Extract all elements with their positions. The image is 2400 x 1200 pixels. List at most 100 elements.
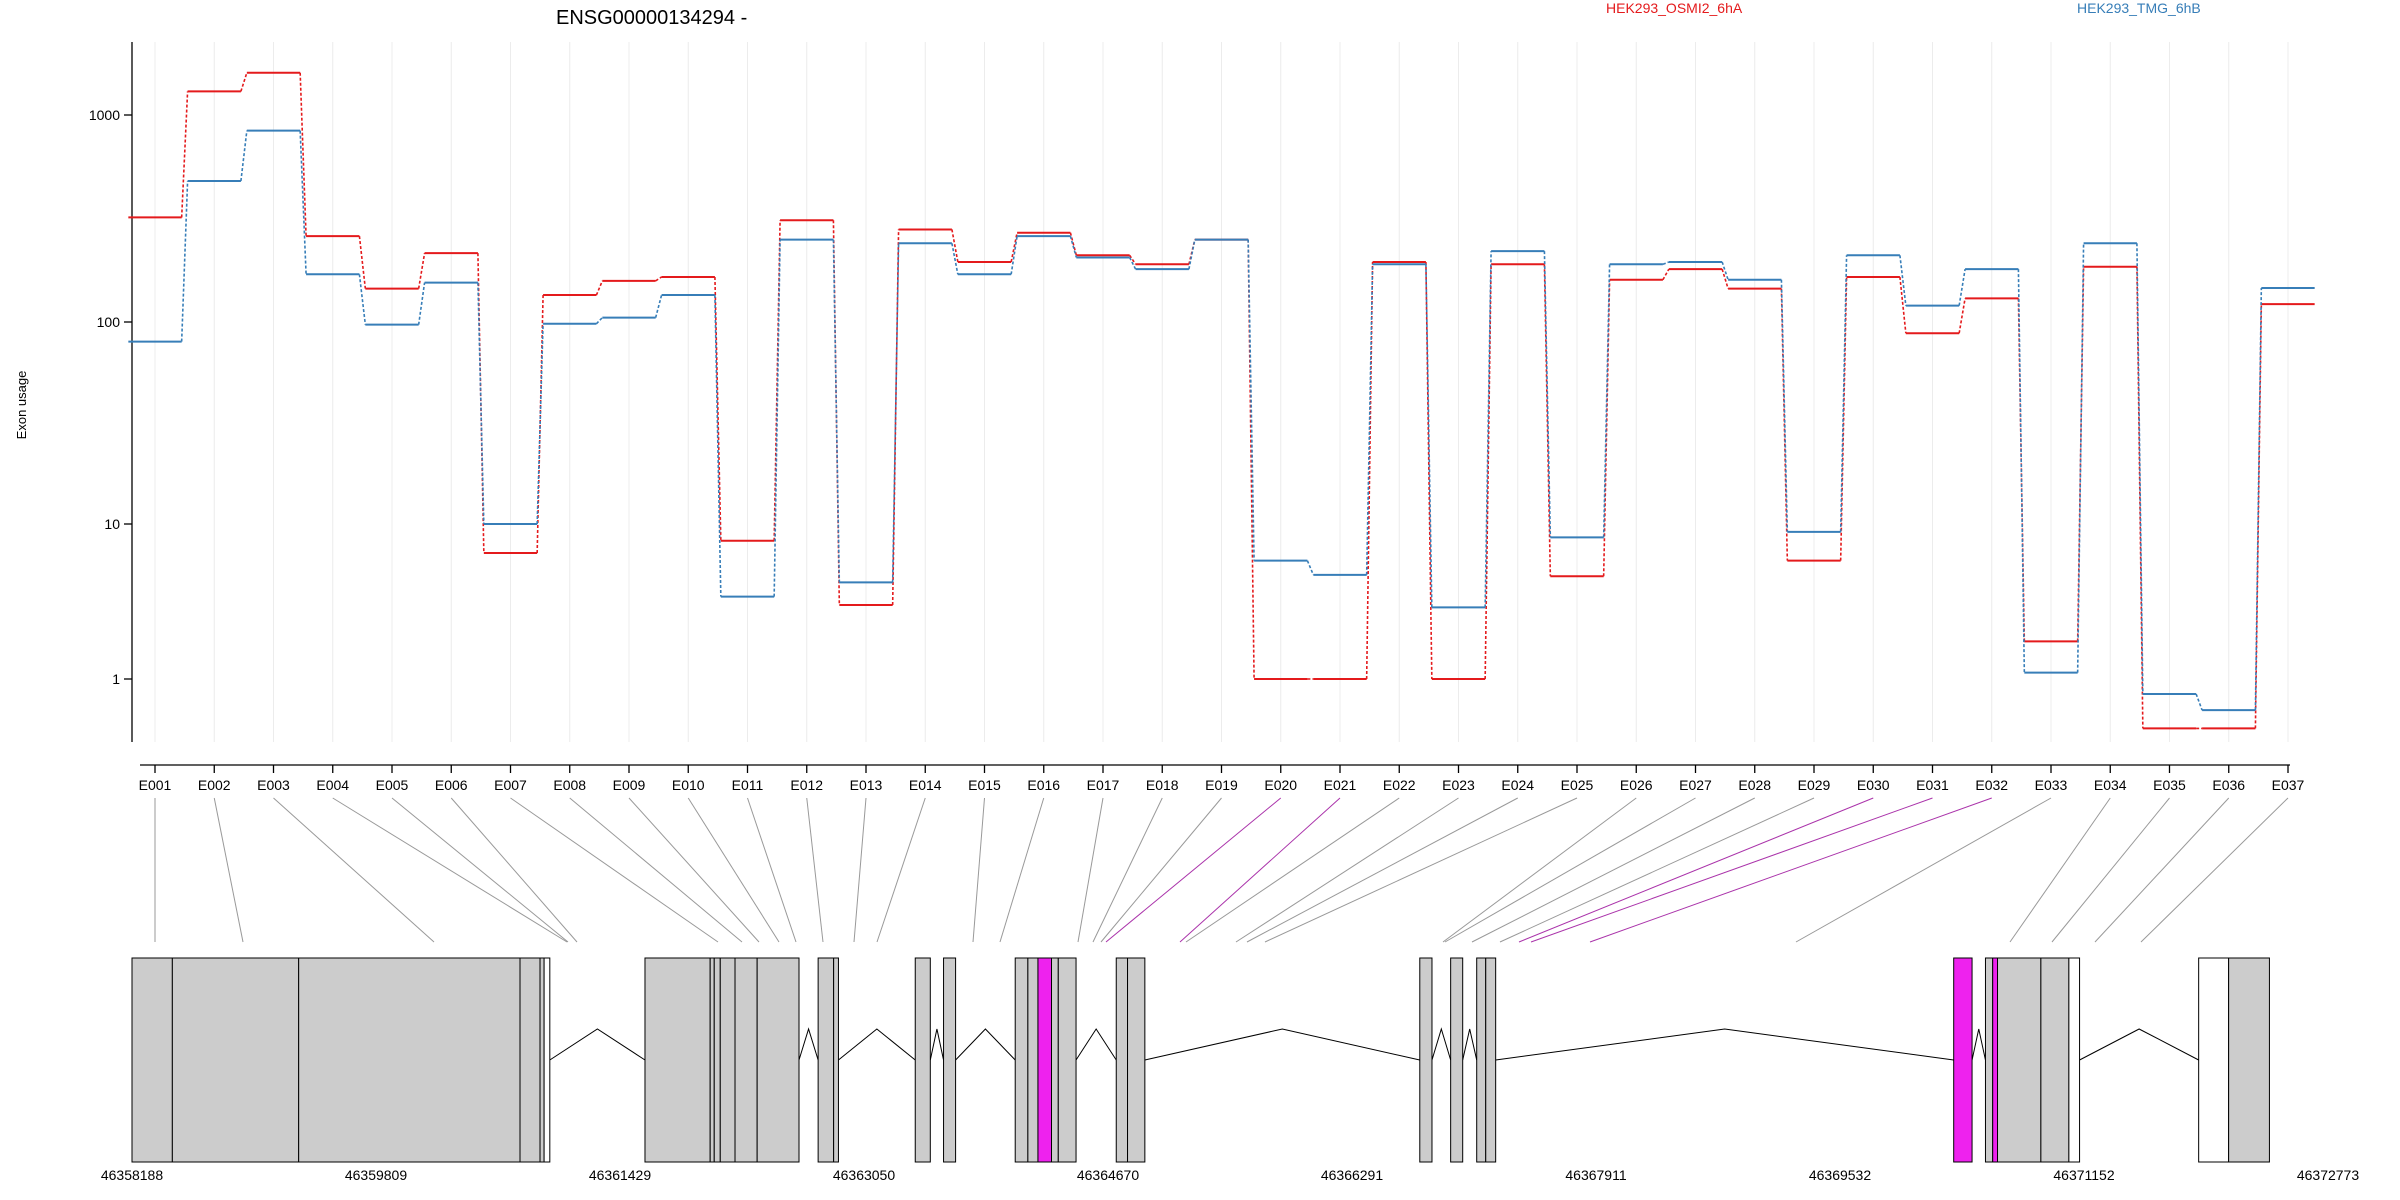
exon-connector bbox=[213, 797, 244, 943]
exon-box bbox=[1476, 957, 1487, 1163]
exon-box bbox=[1057, 957, 1077, 1163]
grid-layer bbox=[154, 42, 2289, 742]
series-connector bbox=[1484, 251, 1492, 608]
series-connector bbox=[1365, 264, 1374, 575]
series-connector bbox=[240, 130, 248, 182]
exon-box bbox=[719, 957, 736, 1163]
intron-line bbox=[1431, 1027, 1452, 1061]
exon-box bbox=[1997, 957, 2042, 1163]
x-tick-label: E012 bbox=[790, 777, 823, 793]
exon-box bbox=[1037, 957, 1053, 1163]
exon-box bbox=[1953, 957, 1973, 1163]
x-tick-label: E031 bbox=[1916, 777, 1949, 793]
series-connector bbox=[180, 180, 189, 342]
exon-connector-layer bbox=[154, 797, 2289, 943]
exon-connector bbox=[2094, 797, 2230, 943]
exon-connector bbox=[1092, 797, 1163, 943]
series-connector bbox=[595, 280, 604, 296]
exon-connector bbox=[876, 797, 926, 943]
axes-layer: 1 10 100 1000 E001 E002 E003 E004 E005 E006 E007 E0… bbox=[89, 42, 2305, 793]
series-connector bbox=[654, 294, 663, 318]
exon-box bbox=[1051, 957, 1059, 1163]
exon-connector bbox=[1105, 797, 1282, 943]
series-connector bbox=[714, 276, 722, 541]
exon-connector bbox=[999, 797, 1045, 943]
exon-connector bbox=[1530, 797, 1933, 943]
intron-line bbox=[929, 1028, 945, 1061]
coordinate-label: 46364670 bbox=[1077, 1167, 1140, 1183]
x-tick-label: E009 bbox=[613, 777, 646, 793]
exon-box bbox=[713, 957, 721, 1163]
series-connector bbox=[2254, 287, 2263, 711]
series-connector bbox=[1543, 264, 1552, 577]
exon-box bbox=[1450, 957, 1464, 1163]
exon-box bbox=[2228, 957, 2270, 1163]
y-tick-label: 10 bbox=[104, 516, 120, 532]
exon-connector bbox=[1185, 797, 1400, 943]
series-connector bbox=[951, 243, 959, 275]
series-connector bbox=[299, 130, 307, 275]
x-tick-label: E032 bbox=[1975, 777, 2008, 793]
exon-box bbox=[1027, 957, 1039, 1163]
exon-connector bbox=[687, 797, 780, 943]
series-connector bbox=[2076, 266, 2085, 642]
series-connector bbox=[1425, 264, 1433, 608]
exon-connector bbox=[1179, 797, 1341, 943]
chart-title: ENSG00000134294 - bbox=[556, 7, 747, 29]
coordinate-label: 46372773 bbox=[2297, 1167, 2360, 1183]
exon-box bbox=[1992, 957, 1999, 1163]
exon-box bbox=[943, 957, 957, 1163]
exon-connector bbox=[628, 797, 760, 943]
series-connector bbox=[1425, 261, 1433, 680]
intron-line bbox=[1144, 1028, 1420, 1061]
series-connector bbox=[1721, 261, 1729, 281]
exon-box bbox=[817, 957, 835, 1163]
x-tick-label: E023 bbox=[1442, 777, 1475, 793]
intron-line bbox=[1971, 1028, 1986, 1061]
x-tick-label: E001 bbox=[139, 777, 172, 793]
exon-box bbox=[914, 957, 931, 1163]
x-tick-label: E030 bbox=[1857, 777, 1890, 793]
x-tick-label: E033 bbox=[2035, 777, 2068, 793]
series-connector bbox=[951, 229, 959, 263]
exon-connector bbox=[450, 797, 578, 943]
x-tick-label: E037 bbox=[2272, 777, 2305, 793]
series-connector bbox=[595, 317, 603, 325]
series-connector bbox=[1188, 239, 1196, 270]
series-connector bbox=[358, 274, 367, 325]
exon-connector bbox=[2009, 797, 2111, 943]
exon-box bbox=[539, 957, 545, 1163]
exon-box bbox=[1127, 957, 1146, 1163]
x-tick-label: E003 bbox=[257, 777, 290, 793]
x-tick-label: E026 bbox=[1620, 777, 1653, 793]
series-connector bbox=[655, 276, 663, 282]
x-tick-label: E029 bbox=[1798, 777, 1831, 793]
x-tick-label: E017 bbox=[1087, 777, 1120, 793]
coordinate-label: 46359809 bbox=[345, 1167, 408, 1183]
x-tick-label: E011 bbox=[732, 777, 764, 793]
series-connector bbox=[714, 295, 722, 597]
coordinate-label: 46367911 bbox=[1565, 1167, 1626, 1183]
exon-connector bbox=[1589, 797, 1992, 943]
exon-box bbox=[298, 957, 521, 1163]
series-connector bbox=[773, 239, 781, 597]
intron-line bbox=[549, 1028, 646, 1061]
series-connector bbox=[832, 239, 841, 583]
series-connector bbox=[1365, 261, 1374, 680]
x-tick-label: E006 bbox=[435, 777, 468, 793]
exon-connector bbox=[2140, 797, 2289, 943]
series-connector bbox=[417, 253, 426, 289]
exon-connector bbox=[806, 797, 824, 943]
exon-connector bbox=[1235, 797, 1459, 943]
intron-line bbox=[798, 1027, 819, 1061]
series-connector bbox=[1069, 232, 1078, 256]
coordinate-label: 46358188 bbox=[101, 1167, 164, 1183]
coordinate-label: 46366291 bbox=[1321, 1167, 1384, 1183]
y-axis-label: Exon usage bbox=[14, 371, 29, 440]
exon-connector bbox=[747, 797, 797, 943]
exon-connector bbox=[1442, 797, 1637, 943]
exon-box bbox=[1485, 957, 1497, 1163]
series-connector bbox=[1662, 268, 1670, 281]
exon-box bbox=[644, 957, 711, 1163]
exon-connector bbox=[1444, 797, 1696, 943]
